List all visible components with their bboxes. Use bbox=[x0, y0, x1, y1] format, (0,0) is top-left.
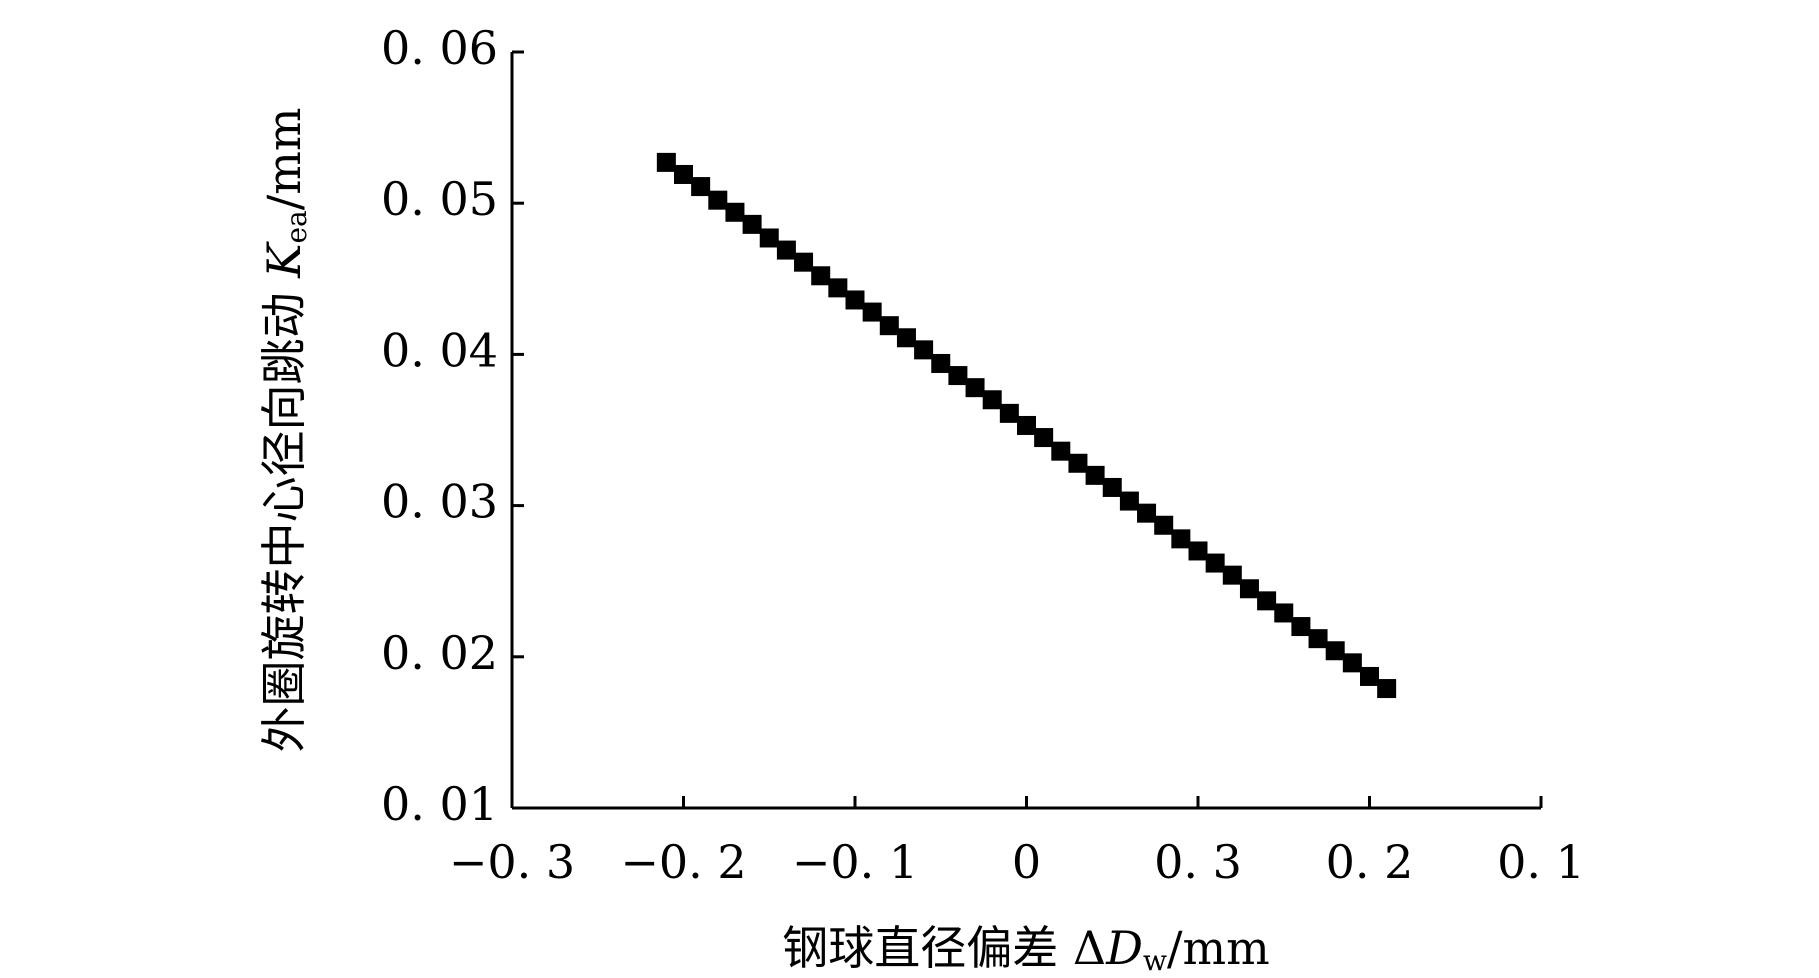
marker bbox=[1188, 541, 1208, 561]
y-title-unit: /mm bbox=[257, 107, 311, 210]
marker bbox=[776, 240, 796, 260]
marker bbox=[725, 202, 745, 222]
y-tick-label: 0. 04 bbox=[381, 323, 498, 377]
y-tick-label: 0. 03 bbox=[381, 475, 498, 529]
y-tick-label: 0. 02 bbox=[381, 626, 498, 680]
y-tick-label: 0. 06 bbox=[381, 21, 498, 75]
x-tick-label: −0. 1 bbox=[792, 835, 918, 889]
y-title-sub: ea bbox=[280, 210, 313, 243]
x-title-sub: w bbox=[1143, 944, 1167, 977]
marker bbox=[794, 252, 814, 272]
y-tick-label: 0. 01 bbox=[381, 777, 498, 831]
marker bbox=[1325, 641, 1345, 661]
x-tick-label: 0 bbox=[1012, 835, 1041, 889]
marker bbox=[931, 353, 951, 373]
marker bbox=[1085, 465, 1105, 485]
marker bbox=[1119, 491, 1139, 511]
marker bbox=[879, 316, 899, 336]
marker bbox=[896, 328, 916, 348]
marker bbox=[1137, 503, 1157, 523]
marker bbox=[948, 366, 968, 386]
marker bbox=[674, 164, 693, 184]
y-axis-title: 外圈旋转中心径向跳动 Kea/mm bbox=[257, 107, 313, 752]
marker bbox=[1308, 629, 1328, 649]
x-title-var: D bbox=[1105, 921, 1143, 975]
marker bbox=[1154, 515, 1174, 535]
marker bbox=[999, 403, 1019, 423]
marker bbox=[742, 214, 762, 234]
x-title-text: 钢球直径偏差 Δ bbox=[782, 921, 1106, 975]
marker bbox=[1222, 565, 1242, 585]
x-tick-label: 0. 2 bbox=[1326, 835, 1414, 889]
marker bbox=[1274, 603, 1294, 623]
marker bbox=[914, 340, 934, 360]
marker bbox=[965, 378, 985, 398]
x-axis-title: 钢球直径偏差 ΔDw/mm bbox=[782, 921, 1269, 977]
x-tick-label: 0. 3 bbox=[1154, 835, 1242, 889]
marker bbox=[1205, 553, 1225, 573]
marker bbox=[1377, 679, 1397, 699]
x-tick-label: 0. 1 bbox=[1497, 835, 1585, 889]
marker bbox=[656, 152, 676, 172]
marker bbox=[1034, 428, 1054, 448]
x-title-unit: /mm bbox=[1167, 921, 1270, 975]
marker bbox=[1257, 591, 1277, 611]
y-title-text: 外圈旋转中心径向跳动 bbox=[257, 278, 311, 753]
marker bbox=[1342, 653, 1362, 673]
y-title-var: K bbox=[257, 241, 311, 279]
marker bbox=[1291, 617, 1311, 637]
marker bbox=[982, 390, 1002, 410]
marker bbox=[828, 278, 848, 298]
marker bbox=[708, 190, 728, 210]
marker bbox=[759, 228, 779, 248]
marker bbox=[1051, 441, 1071, 461]
marker bbox=[1239, 579, 1259, 599]
marker bbox=[1017, 415, 1036, 435]
marker bbox=[1102, 477, 1122, 497]
marker bbox=[845, 290, 865, 310]
marker bbox=[1171, 529, 1191, 549]
marker bbox=[862, 302, 882, 322]
marker bbox=[1360, 666, 1379, 686]
x-tick-label: −0. 2 bbox=[620, 835, 746, 889]
x-tick-label: −0. 3 bbox=[449, 835, 575, 889]
y-tick-label: 0. 05 bbox=[381, 172, 498, 226]
marker bbox=[1068, 453, 1088, 473]
marker bbox=[811, 266, 831, 286]
marker bbox=[691, 177, 711, 197]
